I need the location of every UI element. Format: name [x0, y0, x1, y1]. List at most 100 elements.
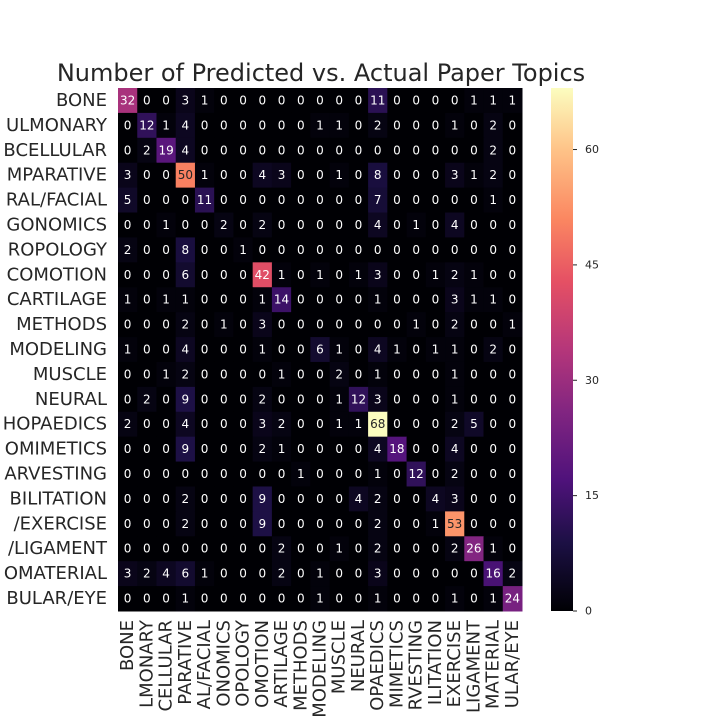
cell-label: 3 [451, 293, 459, 307]
heatmap-cell [271, 586, 292, 612]
heatmap-cell [348, 536, 369, 562]
heatmap-cell [214, 386, 234, 413]
heatmap-cell [348, 386, 369, 413]
cell-label: 1 [335, 542, 343, 556]
cell-label: 0 [124, 517, 132, 531]
heatmap-cell [137, 511, 157, 537]
cell-label: 4 [258, 168, 266, 182]
cell-label: 0 [432, 193, 440, 207]
heatmap-cell [502, 237, 523, 263]
cell-label: 0 [162, 392, 170, 406]
heatmap-cell [502, 337, 523, 363]
cell-label: 0 [143, 517, 151, 531]
cell-label: 2 [258, 392, 266, 406]
heatmap-cell [214, 436, 234, 463]
heatmap-cell [194, 112, 215, 139]
cell-label: 0 [162, 243, 170, 257]
heatmap-cell [291, 361, 311, 388]
cell-label: 1 [201, 168, 209, 182]
heatmap-cell [175, 137, 196, 164]
cell-label: 0 [412, 567, 420, 581]
heatmap-cell [156, 386, 177, 413]
heatmap-cell [137, 262, 157, 288]
heatmap-cell [310, 436, 331, 463]
heatmap-cell [233, 162, 254, 189]
heatmap-cell [329, 511, 350, 537]
heatmap-cell [502, 137, 523, 164]
heatmap-cell [464, 536, 485, 562]
heatmap-cell [291, 411, 311, 438]
cell-label: 0 [278, 193, 286, 207]
heatmap-cell [137, 486, 157, 512]
cell-label: 0 [124, 367, 132, 381]
cell-label: 0 [201, 367, 209, 381]
heatmap-cell [406, 411, 427, 438]
cell-label: 0 [393, 542, 401, 556]
heatmap-cell [425, 337, 446, 363]
heatmap-cell [445, 112, 465, 139]
cell-label: 0 [297, 517, 305, 531]
cell-label: 19 [158, 143, 173, 157]
heatmap-cell [483, 287, 504, 313]
cell-label: 0 [412, 442, 420, 456]
heatmap-cell [368, 561, 388, 587]
cell-label: 68 [370, 417, 385, 431]
y-tick-label: OMIMETICS [5, 439, 107, 460]
heatmap-cell [175, 586, 196, 612]
heatmap-cell [310, 386, 331, 413]
cell-label: 0 [316, 517, 324, 531]
cell-label: 0 [509, 218, 517, 232]
heatmap-cell [483, 262, 504, 288]
cell-label: 0 [316, 542, 324, 556]
cell-label: 1 [278, 268, 286, 282]
heatmap-cell [310, 361, 331, 388]
cell-label: 2 [451, 467, 459, 481]
heatmap-cell [291, 486, 311, 512]
cell-label: 7 [374, 193, 382, 207]
heatmap-cell [387, 461, 408, 487]
cell-label: 0 [220, 143, 228, 157]
heatmap-cell [310, 511, 331, 537]
cell-label: 2 [374, 492, 382, 506]
y-tick-label: MPARATIVE [7, 165, 107, 186]
cell-label: 0 [297, 218, 305, 232]
heatmap-cell [194, 212, 215, 238]
cell-label: 0 [335, 567, 343, 581]
cell-label: 0 [489, 517, 497, 531]
heatmap-cell [406, 262, 427, 288]
cell-label: 5 [124, 193, 132, 207]
cell-label: 0 [143, 93, 151, 107]
heatmap-cell [271, 287, 292, 313]
heatmap-cell [310, 561, 331, 587]
heatmap-cell [464, 511, 485, 537]
cell-label: 0 [393, 218, 401, 232]
heatmap-cell [425, 187, 446, 214]
cell-label: 0 [432, 542, 440, 556]
cell-label: 4 [182, 143, 190, 157]
cell-label: 0 [258, 143, 266, 157]
cell-label: 0 [316, 193, 324, 207]
heatmap-cell [368, 511, 388, 537]
heatmap-cell [483, 162, 504, 189]
heatmap-cell [118, 162, 138, 189]
cell-label: 0 [297, 343, 305, 357]
cell-label: 0 [143, 592, 151, 606]
x-tick-label: LIGAMENT [463, 619, 484, 713]
heatmap-cell [502, 461, 523, 487]
cell-label: 0 [297, 392, 305, 406]
cell-label: 4 [432, 492, 440, 506]
heatmap-cell [464, 386, 485, 413]
cell-label: 0 [143, 268, 151, 282]
heatmap-cell [368, 162, 388, 189]
heatmap-cell [214, 137, 234, 164]
heatmap-cell [406, 337, 427, 363]
y-tick-label: BONE [56, 90, 107, 111]
heatmap-cell [137, 312, 157, 338]
heatmap-cell [483, 511, 504, 537]
cell-label: 0 [374, 318, 382, 332]
heatmap-cell [137, 586, 157, 612]
cell-label: 0 [143, 343, 151, 357]
cell-label: 0 [278, 143, 286, 157]
cell-label: 3 [451, 492, 459, 506]
heatmap-cell [271, 511, 292, 537]
